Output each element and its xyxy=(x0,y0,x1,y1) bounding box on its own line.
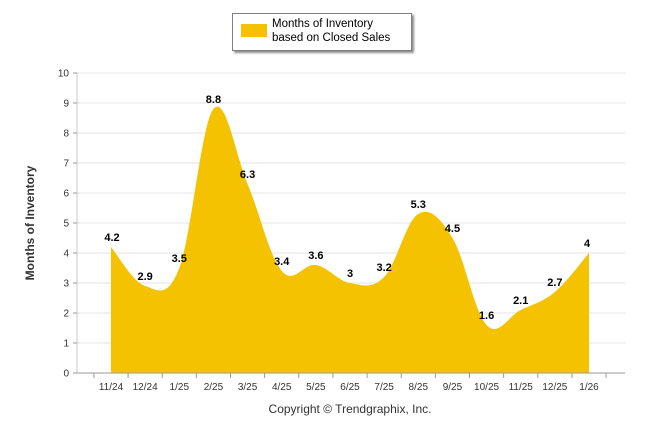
data-label: 2.7 xyxy=(547,277,562,289)
x-tick-label: 6/25 xyxy=(340,382,360,393)
x-tick-label: 9/25 xyxy=(443,382,463,393)
data-label: 8.8 xyxy=(206,94,221,106)
data-label: 2.9 xyxy=(137,271,152,283)
data-labels: 4.2 2.9 3.5 8.8 6.3 3.4 3.6 3 3.2 5.3 4.5 1.6 2.1 2.7… xyxy=(104,94,591,322)
axes xyxy=(73,72,625,378)
y-tick-label: 1 xyxy=(63,339,69,350)
y-tick-labels: 0 1 2 3 4 5 6 7 8 9 10 xyxy=(58,69,70,380)
x-tick-label: 2/25 xyxy=(204,382,224,393)
y-tick-label: 7 xyxy=(63,159,69,170)
x-tick-label: 3/25 xyxy=(238,382,258,393)
data-label: 3.6 xyxy=(308,250,323,262)
x-tick-label: 11/24 xyxy=(99,382,124,393)
x-tick-label: 8/25 xyxy=(409,382,429,393)
data-label: 6.3 xyxy=(240,169,255,181)
x-tick-label: 5/25 xyxy=(306,382,326,393)
data-label: 4.2 xyxy=(104,232,119,244)
data-label: 3.4 xyxy=(274,256,290,268)
y-tick-label: 4 xyxy=(63,249,69,260)
legend-label: Months of Inventory based on Closed Sale… xyxy=(272,18,391,44)
x-tick-label: 1/25 xyxy=(170,382,190,393)
y-tick-label: 0 xyxy=(63,369,69,380)
x-tick-label: 12/24 xyxy=(133,382,158,393)
data-label: 3.2 xyxy=(376,262,391,274)
x-tick-labels: 11/24 12/24 1/25 2/25 3/25 4/25 5/25 6/25 7/25 8/… xyxy=(99,382,599,393)
data-label: 1.6 xyxy=(479,310,494,322)
data-label: 4 xyxy=(584,238,591,250)
data-label: 4.5 xyxy=(445,223,460,235)
x-tick-label: 7/25 xyxy=(374,382,394,393)
data-label: 2.1 xyxy=(513,295,528,307)
legend-swatch xyxy=(241,24,267,37)
y-axis-title: Months of Inventory xyxy=(23,165,37,281)
series-area xyxy=(111,106,589,373)
data-label: 3 xyxy=(347,268,353,280)
y-tick-label: 5 xyxy=(63,219,69,230)
y-tick-label: 9 xyxy=(63,99,69,110)
y-tick-label: 2 xyxy=(63,309,69,320)
y-tick-label: 8 xyxy=(63,129,69,140)
x-tick-label: 4/25 xyxy=(272,382,292,393)
copyright-text: Copyright © Trendgraphix, Inc. xyxy=(268,402,432,416)
y-tick-label: 3 xyxy=(63,279,69,290)
legend[interactable]: Months of Inventory based on Closed Sale… xyxy=(232,13,412,51)
data-label: 5.3 xyxy=(411,199,426,211)
y-tick-label: 10 xyxy=(58,69,70,80)
x-tick-label: 11/25 xyxy=(509,382,534,393)
x-tick-label: 10/25 xyxy=(474,382,499,393)
x-tick-label: 1/26 xyxy=(579,382,599,393)
data-label: 3.5 xyxy=(172,253,187,265)
y-tick-label: 6 xyxy=(63,189,69,200)
x-tick-label: 12/25 xyxy=(542,382,567,393)
